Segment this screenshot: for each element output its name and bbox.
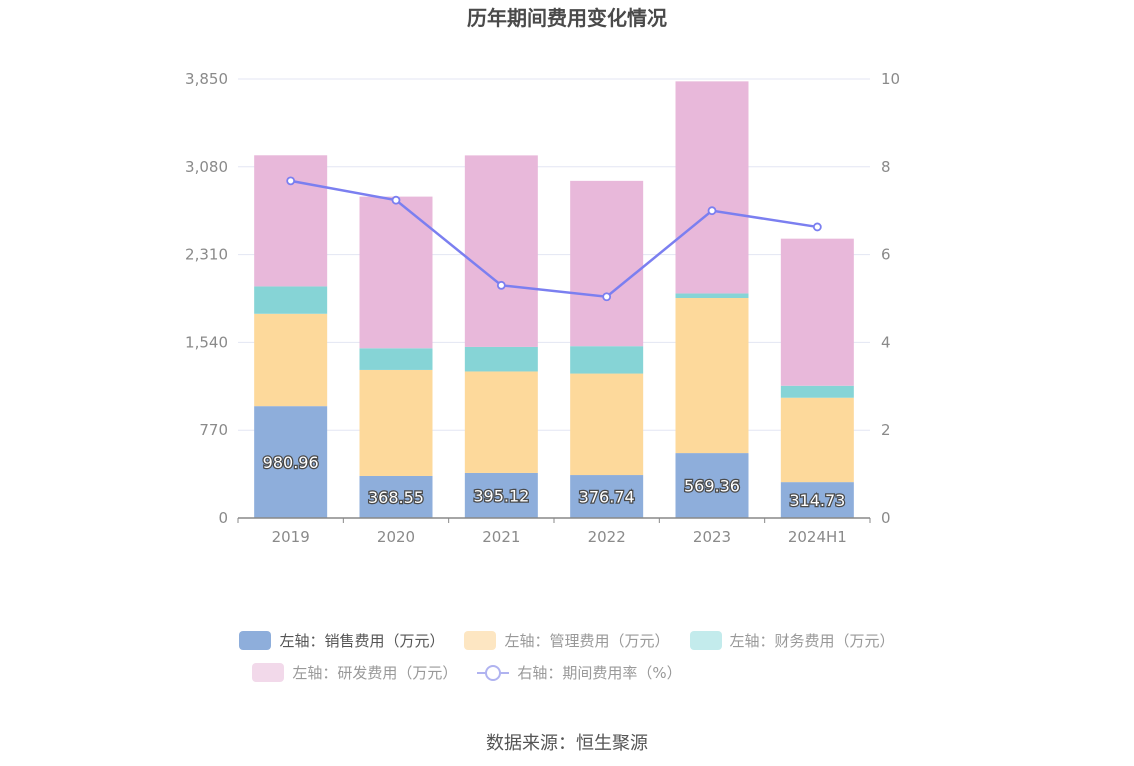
legend-item-rate[interactable]: 右轴：期间费用率（%） [477, 662, 682, 683]
data-label: 395.12 [473, 486, 529, 505]
left-axis-tick-label: 0 [218, 509, 228, 527]
rate-point [286, 176, 296, 186]
bar-segment-1 [570, 475, 644, 518]
bar-segment-1 [675, 453, 749, 518]
rate-point [602, 292, 612, 302]
bar-segment-1 [464, 472, 538, 518]
data-label: 376.74 [579, 488, 635, 507]
legend: 左轴：销售费用（万元） 左轴：管理费用（万元） 左轴：财务费用（万元） 左轴：研… [0, 630, 1134, 694]
bar-segment-4 [359, 196, 433, 349]
data-label: 980.96 [263, 453, 319, 472]
x-axis-tick-label: 2019 [272, 528, 310, 546]
right-axis-tick-label: 4 [881, 333, 891, 351]
bar-segment-4 [780, 238, 854, 386]
legend-item-admin[interactable]: 左轴：管理费用（万元） [464, 630, 670, 651]
data-label: 368.55 [368, 488, 424, 507]
right-axis-tick-label: 6 [881, 246, 891, 264]
right-axis-tick-label: 10 [881, 70, 900, 88]
legend-item-rnd[interactable]: 左轴：研发费用（万元） [252, 662, 457, 683]
bar-segment-4 [570, 180, 644, 347]
rate-point [391, 195, 401, 205]
bar-segment-4 [254, 155, 328, 287]
data-source: 数据来源：恒生聚源 [486, 733, 648, 754]
legend-swatch-sales [239, 631, 272, 650]
left-axis-tick-label: 3,850 [185, 70, 228, 88]
data-label: 569.36 [684, 477, 740, 496]
left-axis-tick-label: 2,310 [185, 246, 228, 264]
bar-segment-3 [570, 346, 644, 374]
bar-segment-3 [675, 293, 749, 299]
legend-label-admin: 左轴：管理费用（万元） [504, 632, 670, 650]
rate-point [496, 280, 506, 290]
bar-segment-3 [780, 385, 854, 398]
left-axis-tick-label: 770 [199, 421, 228, 439]
rate-point [812, 222, 822, 232]
chart-canvas: 0 770 1,540 2,310 3,080 3,850 0 2 4 6 8 10 2019 2020 2… [185, 70, 900, 546]
legend-item-sales[interactable]: 左轴：销售费用（万元） [239, 630, 444, 651]
legend-line-icon [477, 663, 510, 682]
x-axis-tick-label: 2022 [588, 528, 626, 546]
bar-segment-2 [464, 371, 538, 473]
bar-segment-2 [570, 373, 644, 476]
right-axis-tick-label: 2 [881, 421, 891, 439]
chart-title: 历年期间费用变化情况 [467, 6, 667, 30]
bar-segment-3 [359, 348, 433, 370]
legend-label-rate: 右轴：期间费用率（%） [517, 664, 682, 682]
x-axis-tick-label: 2024H1 [788, 528, 847, 546]
bar-segment-2 [359, 369, 433, 476]
legend-label-sales: 左轴：销售费用（万元） [279, 632, 445, 650]
legend-item-finance[interactable]: 左轴：财务费用（万元） [689, 630, 895, 651]
legend-label-rnd: 左轴：研发费用（万元） [292, 664, 458, 682]
rate-point [707, 206, 717, 216]
rate-line [290, 179, 818, 299]
x-axis-tick-label: 2020 [377, 528, 415, 546]
bar-segment-4 [675, 81, 749, 294]
bar-segment-1 [780, 482, 854, 518]
legend-swatch-admin [464, 631, 497, 650]
bar-segment-4 [464, 155, 538, 347]
right-axis-tick-label: 0 [881, 509, 891, 527]
legend-label-finance: 左轴：财务费用（万元） [729, 632, 895, 650]
bar-segment-1 [254, 406, 328, 518]
legend-swatch-finance [689, 631, 722, 650]
bar-segment-2 [780, 397, 854, 483]
x-axis-tick-label: 2021 [482, 528, 520, 546]
data-label: 314.73 [789, 491, 845, 510]
bar-segment-2 [254, 313, 328, 407]
right-axis-tick-label: 8 [881, 158, 891, 176]
legend-swatch-rnd [252, 663, 285, 682]
bar-segment-3 [254, 286, 328, 314]
x-axis-tick-label: 2023 [693, 528, 731, 546]
left-axis-tick-label: 1,540 [185, 333, 228, 351]
bar-segment-2 [675, 298, 749, 454]
left-axis-tick-label: 3,080 [185, 158, 228, 176]
bar-segment-1 [359, 475, 433, 518]
bar-segment-3 [464, 346, 538, 372]
